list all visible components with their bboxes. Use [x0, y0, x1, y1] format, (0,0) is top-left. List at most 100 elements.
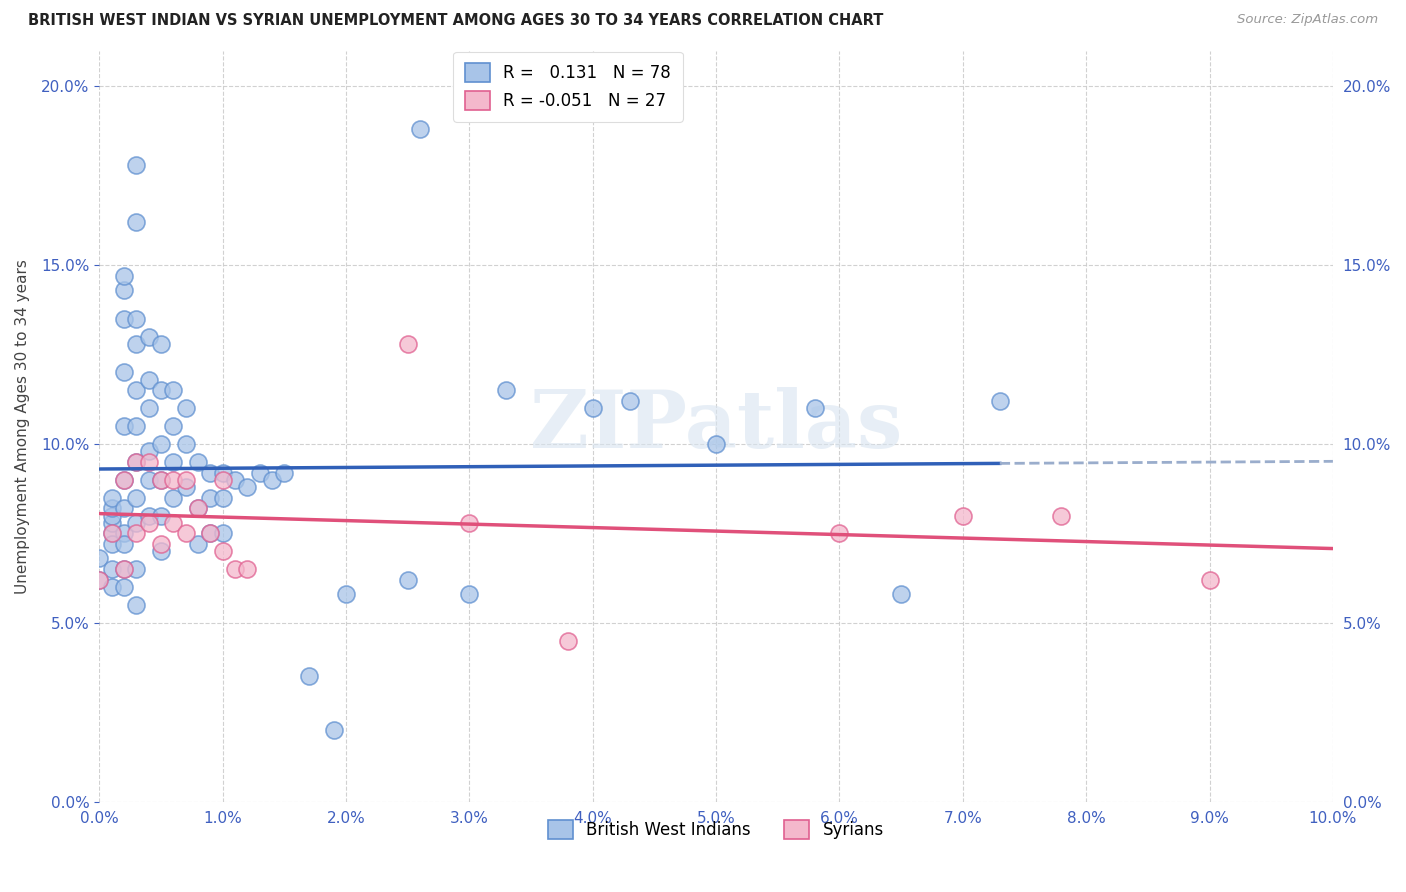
Point: [125, 419, 148, 434]
Point: [495, 384, 517, 398]
Point: [149, 508, 172, 523]
Point: [162, 473, 184, 487]
Text: Source: ZipAtlas.com: Source: ZipAtlas.com: [1237, 13, 1378, 27]
Point: [458, 587, 481, 601]
Point: [211, 466, 233, 480]
Point: [112, 473, 135, 487]
Point: [100, 491, 122, 505]
Point: [112, 580, 135, 594]
Point: [1050, 508, 1073, 523]
Point: [187, 455, 209, 469]
Point: [162, 455, 184, 469]
Point: [125, 455, 148, 469]
Point: [125, 384, 148, 398]
Point: [89, 573, 111, 587]
Point: [298, 669, 321, 683]
Point: [89, 551, 111, 566]
Point: [138, 444, 160, 458]
Point: [174, 401, 197, 416]
Point: [988, 394, 1011, 409]
Point: [211, 473, 233, 487]
Point: [125, 562, 148, 576]
Point: [211, 526, 233, 541]
Point: [187, 537, 209, 551]
Point: [138, 516, 160, 530]
Point: [112, 311, 135, 326]
Point: [224, 562, 246, 576]
Point: [112, 419, 135, 434]
Point: [224, 473, 246, 487]
Point: [100, 537, 122, 551]
Point: [200, 466, 222, 480]
Point: [125, 516, 148, 530]
Point: [236, 480, 259, 494]
Point: [100, 508, 122, 523]
Point: [162, 491, 184, 505]
Point: [211, 491, 233, 505]
Point: [174, 473, 197, 487]
Point: [125, 158, 148, 172]
Point: [125, 337, 148, 351]
Point: [335, 587, 357, 601]
Text: ZIPatlas: ZIPatlas: [530, 387, 903, 465]
Point: [89, 573, 111, 587]
Point: [138, 508, 160, 523]
Point: [260, 473, 283, 487]
Point: [112, 562, 135, 576]
Point: [112, 562, 135, 576]
Point: [138, 473, 160, 487]
Point: [100, 516, 122, 530]
Point: [211, 544, 233, 558]
Point: [458, 516, 481, 530]
Point: [396, 337, 419, 351]
Legend: British West Indians, Syrians: British West Indians, Syrians: [541, 814, 890, 846]
Point: [112, 366, 135, 380]
Point: [149, 544, 172, 558]
Text: BRITISH WEST INDIAN VS SYRIAN UNEMPLOYMENT AMONG AGES 30 TO 34 YEARS CORRELATION: BRITISH WEST INDIAN VS SYRIAN UNEMPLOYME…: [28, 13, 883, 29]
Y-axis label: Unemployment Among Ages 30 to 34 years: Unemployment Among Ages 30 to 34 years: [15, 259, 30, 593]
Point: [619, 394, 641, 409]
Point: [112, 537, 135, 551]
Point: [100, 562, 122, 576]
Point: [187, 501, 209, 516]
Point: [138, 455, 160, 469]
Point: [200, 526, 222, 541]
Point: [162, 419, 184, 434]
Point: [149, 384, 172, 398]
Point: [112, 526, 135, 541]
Point: [273, 466, 295, 480]
Point: [149, 473, 172, 487]
Point: [1198, 573, 1220, 587]
Point: [828, 526, 851, 541]
Point: [174, 526, 197, 541]
Point: [409, 122, 432, 136]
Point: [174, 480, 197, 494]
Point: [200, 491, 222, 505]
Point: [149, 337, 172, 351]
Point: [100, 526, 122, 541]
Point: [890, 587, 912, 601]
Point: [112, 473, 135, 487]
Point: [249, 466, 271, 480]
Point: [187, 501, 209, 516]
Point: [138, 373, 160, 387]
Point: [125, 491, 148, 505]
Point: [704, 437, 727, 451]
Point: [803, 401, 825, 416]
Point: [322, 723, 344, 737]
Point: [112, 268, 135, 283]
Point: [100, 501, 122, 516]
Point: [149, 473, 172, 487]
Point: [162, 516, 184, 530]
Point: [112, 501, 135, 516]
Point: [138, 330, 160, 344]
Point: [100, 580, 122, 594]
Point: [125, 526, 148, 541]
Point: [125, 311, 148, 326]
Point: [162, 384, 184, 398]
Point: [149, 537, 172, 551]
Point: [125, 598, 148, 612]
Point: [952, 508, 974, 523]
Point: [125, 455, 148, 469]
Point: [236, 562, 259, 576]
